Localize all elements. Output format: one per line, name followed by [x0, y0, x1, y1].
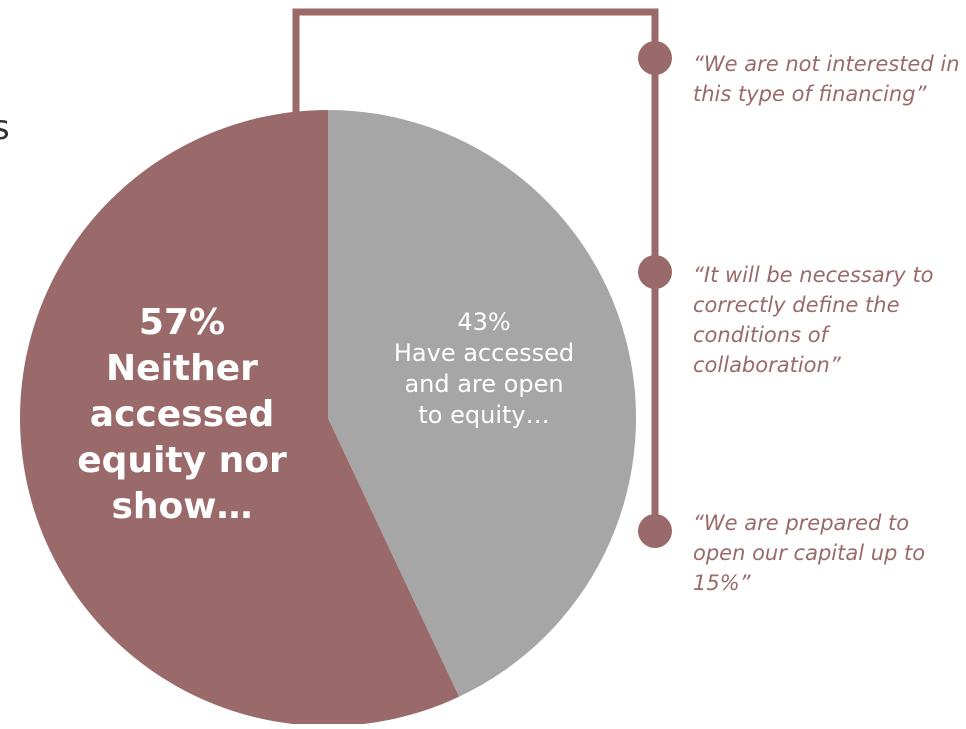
pie-label-line: accessed [90, 394, 274, 435]
pie-label-neither-accessed: 57% Neither accessed equity nor show… [77, 302, 287, 527]
quote-not-interested: “We are not interested in this type of f… [693, 52, 960, 106]
pie-label-line: to equity… [418, 401, 549, 429]
edge-text-fragment: s [0, 108, 10, 148]
pie-label-have-accessed: 43% Have accessed and are open to equity… [394, 308, 574, 429]
pie-slice-have-accessed [328, 110, 636, 697]
pie-slice-neither-accessed [19, 110, 460, 726]
connector-dots [638, 41, 672, 548]
quote-define-conditions: “It will be necessary to correctly defin… [693, 263, 934, 377]
pie-label-line: equity nor [77, 440, 287, 481]
quote-open-capital: “We are prepared to open our capital up … [693, 511, 926, 595]
pie-label-line: show… [111, 486, 252, 527]
connector-dot-3 [638, 514, 672, 548]
pie-labels: 57% Neither accessed equity nor show… 43% Have… [77, 302, 574, 527]
pie-label-line: Neither [106, 348, 258, 389]
pie-label-line: 57% [139, 302, 225, 343]
pie-label-line: Have accessed [394, 339, 574, 367]
pie-label-line: 43% [457, 308, 510, 336]
pie-slices [19, 110, 636, 726]
connector-dot-1 [638, 41, 672, 75]
pie-label-line: and are open [404, 370, 563, 398]
connector-dot-2 [638, 255, 672, 289]
